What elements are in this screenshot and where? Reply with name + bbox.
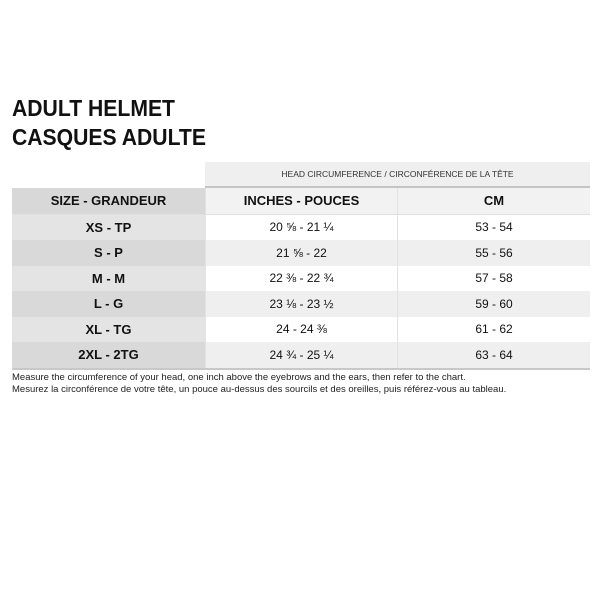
size-cell: 2XL - 2TG [12, 342, 205, 368]
table-row: L - G 23 ⅛ - 23 ½ 59 - 60 [12, 291, 590, 317]
cm-cell: 57 - 58 [398, 265, 590, 291]
page-title: ADULT HELMET CASQUES ADULTE [12, 94, 206, 152]
inches-cell: 23 ⅛ - 23 ½ [205, 291, 398, 317]
column-header-size: SIZE - GRANDEUR [12, 188, 205, 214]
group-header: HEAD CIRCUMFERENCE / CIRCONFÉRENCE DE LA… [205, 162, 590, 188]
table-row: M - M 22 ⅜ - 22 ¾ 57 - 58 [12, 265, 590, 291]
size-cell: L - G [12, 291, 205, 317]
inches-cell: 21 ⅝ - 22 [205, 240, 398, 266]
column-header-cm: CM [398, 188, 590, 214]
measurement-instructions: Measure the circumference of your head, … [12, 372, 506, 396]
inches-cell: 24 ¾ - 25 ¼ [205, 342, 398, 368]
size-cell: S - P [12, 240, 205, 266]
title-english: ADULT HELMET [12, 95, 175, 121]
size-chart-table: HEAD CIRCUMFERENCE / CIRCONFÉRENCE DE LA… [12, 162, 590, 370]
title-french: CASQUES ADULTE [12, 124, 206, 150]
note-english: Measure the circumference of your head, … [12, 372, 466, 383]
size-cell: M - M [12, 265, 205, 291]
inches-cell: 24 - 24 ⅜ [205, 316, 398, 342]
inches-cell: 20 ⅝ - 21 ¼ [205, 214, 398, 240]
table-row: XL - TG 24 - 24 ⅜ 61 - 62 [12, 316, 590, 342]
size-cell: XL - TG [12, 316, 205, 342]
note-french: Mesurez la circonférence de votre tête, … [12, 384, 507, 395]
size-cell: XS - TP [12, 214, 205, 240]
cm-cell: 55 - 56 [398, 240, 590, 266]
table-row: S - P 21 ⅝ - 22 55 - 56 [12, 240, 590, 266]
inches-cell: 22 ⅜ - 22 ¾ [205, 265, 398, 291]
table-row: 2XL - 2TG 24 ¾ - 25 ¼ 63 - 64 [12, 342, 590, 368]
table-bottom-border [12, 367, 590, 370]
cm-cell: 61 - 62 [398, 316, 590, 342]
cm-cell: 63 - 64 [398, 342, 590, 368]
column-header-inches: INCHES - POUCES [205, 188, 398, 214]
table-row: XS - TP 20 ⅝ - 21 ¼ 53 - 54 [12, 214, 590, 240]
column-header-row: SIZE - GRANDEUR INCHES - POUCES CM [12, 188, 590, 215]
cm-cell: 59 - 60 [398, 291, 590, 317]
cm-cell: 53 - 54 [398, 214, 590, 240]
